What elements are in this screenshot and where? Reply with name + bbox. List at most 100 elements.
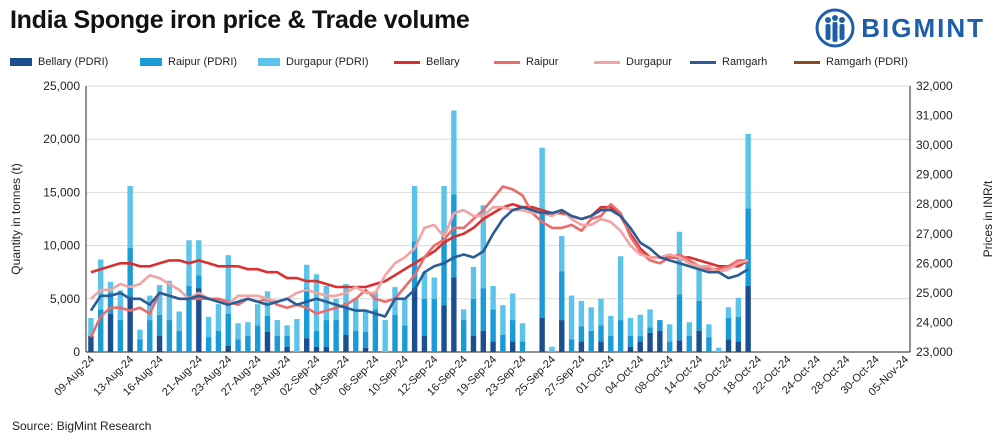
bar-segment xyxy=(402,325,408,352)
bar-segment xyxy=(490,309,496,342)
bar-segment xyxy=(98,309,104,352)
y2-tick-label: 26,000 xyxy=(916,256,953,270)
bar-segment xyxy=(235,323,241,340)
bar-segment xyxy=(559,236,565,272)
y-tick-label: 5,000 xyxy=(50,292,80,306)
bar-segment xyxy=(686,322,692,337)
chart-title: India Sponge iron price & Trade volume xyxy=(10,6,470,34)
bar-segment xyxy=(451,277,457,352)
bar-segment xyxy=(500,334,506,352)
bar-segment xyxy=(647,327,653,333)
bar-segment xyxy=(304,338,310,352)
series-line xyxy=(89,205,749,318)
bar-segment xyxy=(549,346,555,352)
bar-segment xyxy=(313,346,320,352)
bar-segment xyxy=(284,325,290,337)
bar-segment xyxy=(480,205,486,289)
bar-segment xyxy=(107,292,114,314)
bar-segment xyxy=(470,298,477,337)
bar-segment xyxy=(254,304,261,326)
bar-segment xyxy=(313,330,320,347)
bar-segment xyxy=(402,298,408,326)
legend-label: Bellary (PDRI) xyxy=(38,56,109,68)
legend-swatch xyxy=(594,60,620,64)
bar-segment xyxy=(637,314,643,337)
chart-legend: Bellary (PDRI) Raipur (PDRI) Durgapur (PDR… xyxy=(10,56,990,72)
series-line xyxy=(90,202,749,289)
bar-segment xyxy=(725,317,732,340)
legend-swatch xyxy=(10,58,32,66)
bar-segment xyxy=(147,320,153,352)
bar-segment xyxy=(676,294,683,341)
y-tick-label: 20,000 xyxy=(43,132,80,146)
source-note: Source: BigMint Research xyxy=(12,419,152,433)
bar-segment xyxy=(725,307,732,318)
bar-segment xyxy=(735,316,742,342)
legend-swatch xyxy=(494,60,520,64)
y-axis-title: Quantity in tonnes (t) xyxy=(9,163,23,274)
bar-segment xyxy=(313,274,320,331)
bar-segment xyxy=(637,336,643,342)
bar-segment xyxy=(460,309,467,321)
bar-segment xyxy=(235,339,241,352)
bar-segment xyxy=(539,213,545,318)
series-line xyxy=(89,185,749,338)
bar-segment xyxy=(490,341,496,352)
y-tick-label: 0 xyxy=(73,345,80,359)
bar-segment xyxy=(441,234,447,306)
bar-segment xyxy=(608,336,614,352)
bar-segment xyxy=(617,320,624,352)
bar-segment xyxy=(588,330,594,352)
y2-tick-label: 28,000 xyxy=(916,197,953,211)
bar-segment xyxy=(196,240,202,276)
bar-segment xyxy=(431,277,437,299)
legend-item: Bellary xyxy=(394,56,460,68)
bar-segment xyxy=(362,310,369,332)
bar-segment xyxy=(274,336,280,352)
y2-tick-label: 24,000 xyxy=(916,315,953,329)
bar-segment xyxy=(117,290,124,321)
bar-segment xyxy=(598,341,604,352)
bar-segment xyxy=(127,247,133,297)
bar-segment xyxy=(88,336,94,352)
bar-segment xyxy=(745,286,751,352)
bar-segment xyxy=(196,275,202,289)
bar-segment xyxy=(578,300,585,327)
legend-swatch xyxy=(140,58,162,66)
legend-label: Durgapur (PDRI) xyxy=(286,56,369,68)
legend-swatch xyxy=(794,60,820,64)
y-tick-label: 15,000 xyxy=(43,185,80,199)
bar-segment xyxy=(353,298,359,331)
bar-segment xyxy=(353,330,359,352)
bar-segment xyxy=(441,186,447,235)
bar-segment xyxy=(274,320,280,337)
bar-segment xyxy=(657,330,663,352)
bar-segment xyxy=(264,315,271,332)
bar-segment xyxy=(284,346,290,352)
bar-segment xyxy=(264,331,271,352)
bar-segment xyxy=(519,341,526,352)
bar-segment xyxy=(559,320,565,352)
y2-tick-label: 29,000 xyxy=(916,168,953,182)
bar-segment xyxy=(598,298,604,326)
bar-segment xyxy=(147,295,153,321)
bar-segment xyxy=(627,346,634,352)
bar-segment xyxy=(735,297,742,317)
bar-segment xyxy=(627,336,634,347)
chart-canvas: 0 5,000 10,000 15,000 20,000 25,000 23,000 24,0… xyxy=(9,79,995,399)
bar-segment xyxy=(490,286,496,310)
bar-segment xyxy=(117,320,124,352)
x-tick-label: 09-Aug-24 xyxy=(52,354,97,399)
legend-item: Durgapur (PDRI) xyxy=(258,56,369,68)
bar-segment xyxy=(254,325,261,352)
bar-segment xyxy=(362,331,369,348)
bar-segment xyxy=(107,313,114,352)
bar-segment xyxy=(333,320,339,352)
bar-segment xyxy=(666,324,673,342)
bar-segment xyxy=(205,316,212,338)
bar-segment xyxy=(519,323,526,342)
bar-segment xyxy=(411,288,418,352)
series-line xyxy=(90,205,749,306)
bar-segment xyxy=(421,298,428,337)
bar-segment xyxy=(539,147,545,214)
